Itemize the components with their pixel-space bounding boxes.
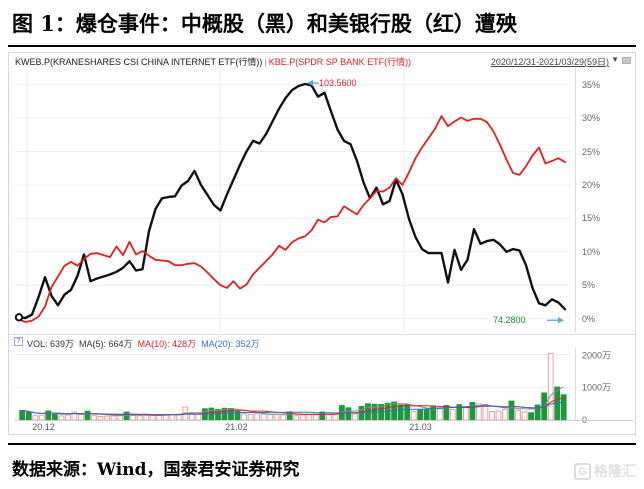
volume-y-axis: 0 1000万 2000万 bbox=[575, 348, 633, 425]
x-axis-tick-21.03: 21.03 bbox=[408, 422, 433, 432]
last-price-label: 74.2800 bbox=[493, 315, 526, 326]
volume-y-tick: 2000万 bbox=[582, 350, 612, 361]
x-axis-tick-21.02: 21.02 bbox=[224, 422, 249, 432]
y-axis-tick-5%: 5% bbox=[582, 280, 596, 291]
legend-item-kweb[interactable]: KWEB.P(KRANESHARES CSI CHINA INTERNET ET… bbox=[15, 57, 263, 67]
volume-y-tick: 1000万 bbox=[582, 382, 612, 393]
price-series-svg bbox=[14, 68, 571, 332]
figure-title-block: 图 1：爆仓事件：中概股（黑）和美银行股（红）遭殃 bbox=[0, 0, 644, 46]
y-axis-tick-30%: 30% bbox=[582, 113, 601, 124]
volume-ma20: MA(20): 352万 bbox=[201, 339, 260, 349]
volume-header: ? VOL: 639万 MA(5): 664万 MA(10): 428万 MA(… bbox=[9, 334, 635, 349]
legend-separator: | bbox=[264, 57, 267, 67]
chevron-down-icon[interactable]: ▼ bbox=[611, 55, 619, 64]
volume-value: VOL: 639万 bbox=[27, 339, 75, 349]
volume-plot-area[interactable] bbox=[15, 348, 571, 421]
help-icon[interactable]: ? bbox=[14, 337, 23, 346]
gelonghui-logo-icon: G bbox=[574, 462, 591, 480]
x-axis: 20.12 21.02 21.03 bbox=[15, 420, 633, 435]
title-divider bbox=[8, 45, 636, 47]
footer-divider bbox=[8, 443, 636, 445]
volume-ma5: MA(5): 664万 bbox=[79, 339, 133, 349]
price-pane: 103.5600 74.2800 0% 5% 10% 15% 20% 25% 30% 35% bbox=[9, 68, 635, 332]
panel-toggle-button[interactable] bbox=[622, 57, 631, 64]
price-plot-area[interactable]: 103.5600 74.2800 bbox=[14, 68, 571, 332]
y-axis-tick-20%: 20% bbox=[582, 179, 601, 190]
y-axis-tick-35%: 35% bbox=[582, 79, 601, 90]
price-y-axis: 0% 5% 10% 15% 20% 25% 30% 35% bbox=[575, 68, 633, 332]
peak-price-label: 103.5600 bbox=[319, 78, 357, 89]
legend-item-kbe[interactable]: KBE.P(SPDR SP BANK ETF(行情)) bbox=[268, 57, 412, 67]
y-axis-tick-15%: 15% bbox=[582, 213, 601, 224]
date-range-selector[interactable]: 2020/12/31-2021/03/29(59日) bbox=[490, 57, 609, 67]
volume-bars-svg bbox=[15, 352, 571, 421]
x-axis-tick-20.12: 20.12 bbox=[31, 422, 56, 432]
volume-ma10: MA(10): 428万 bbox=[137, 339, 197, 349]
data-source-note: 数据来源：Wind，国泰君安证券研究 bbox=[12, 460, 300, 480]
chart-legend-row: KWEB.P(KRANESHARES CSI CHINA INTERNET ET… bbox=[9, 53, 635, 68]
watermark: G 格隆汇 bbox=[574, 459, 636, 483]
volume-stats: VOL: 639万 MA(5): 664万 MA(10): 428万 MA(20… bbox=[27, 337, 260, 350]
legend-series-labels: KWEB.P(KRANESHARES CSI CHINA INTERNET ET… bbox=[15, 55, 411, 68]
chart-widget: KWEB.P(KRANESHARES CSI CHINA INTERNET ET… bbox=[8, 52, 636, 435]
y-axis-tick-25%: 25% bbox=[582, 146, 601, 157]
page-title: 图 1：爆仓事件：中概股（黑）和美银行股（红）遭殃 bbox=[12, 11, 517, 36]
volume-pane: 0 1000万 2000万 20.12 21.02 21.03 bbox=[9, 348, 635, 434]
y-axis-tick-10%: 10% bbox=[582, 246, 601, 257]
y-axis-tick-0%: 0% bbox=[582, 313, 596, 324]
watermark-text: 格隆汇 bbox=[594, 464, 636, 480]
